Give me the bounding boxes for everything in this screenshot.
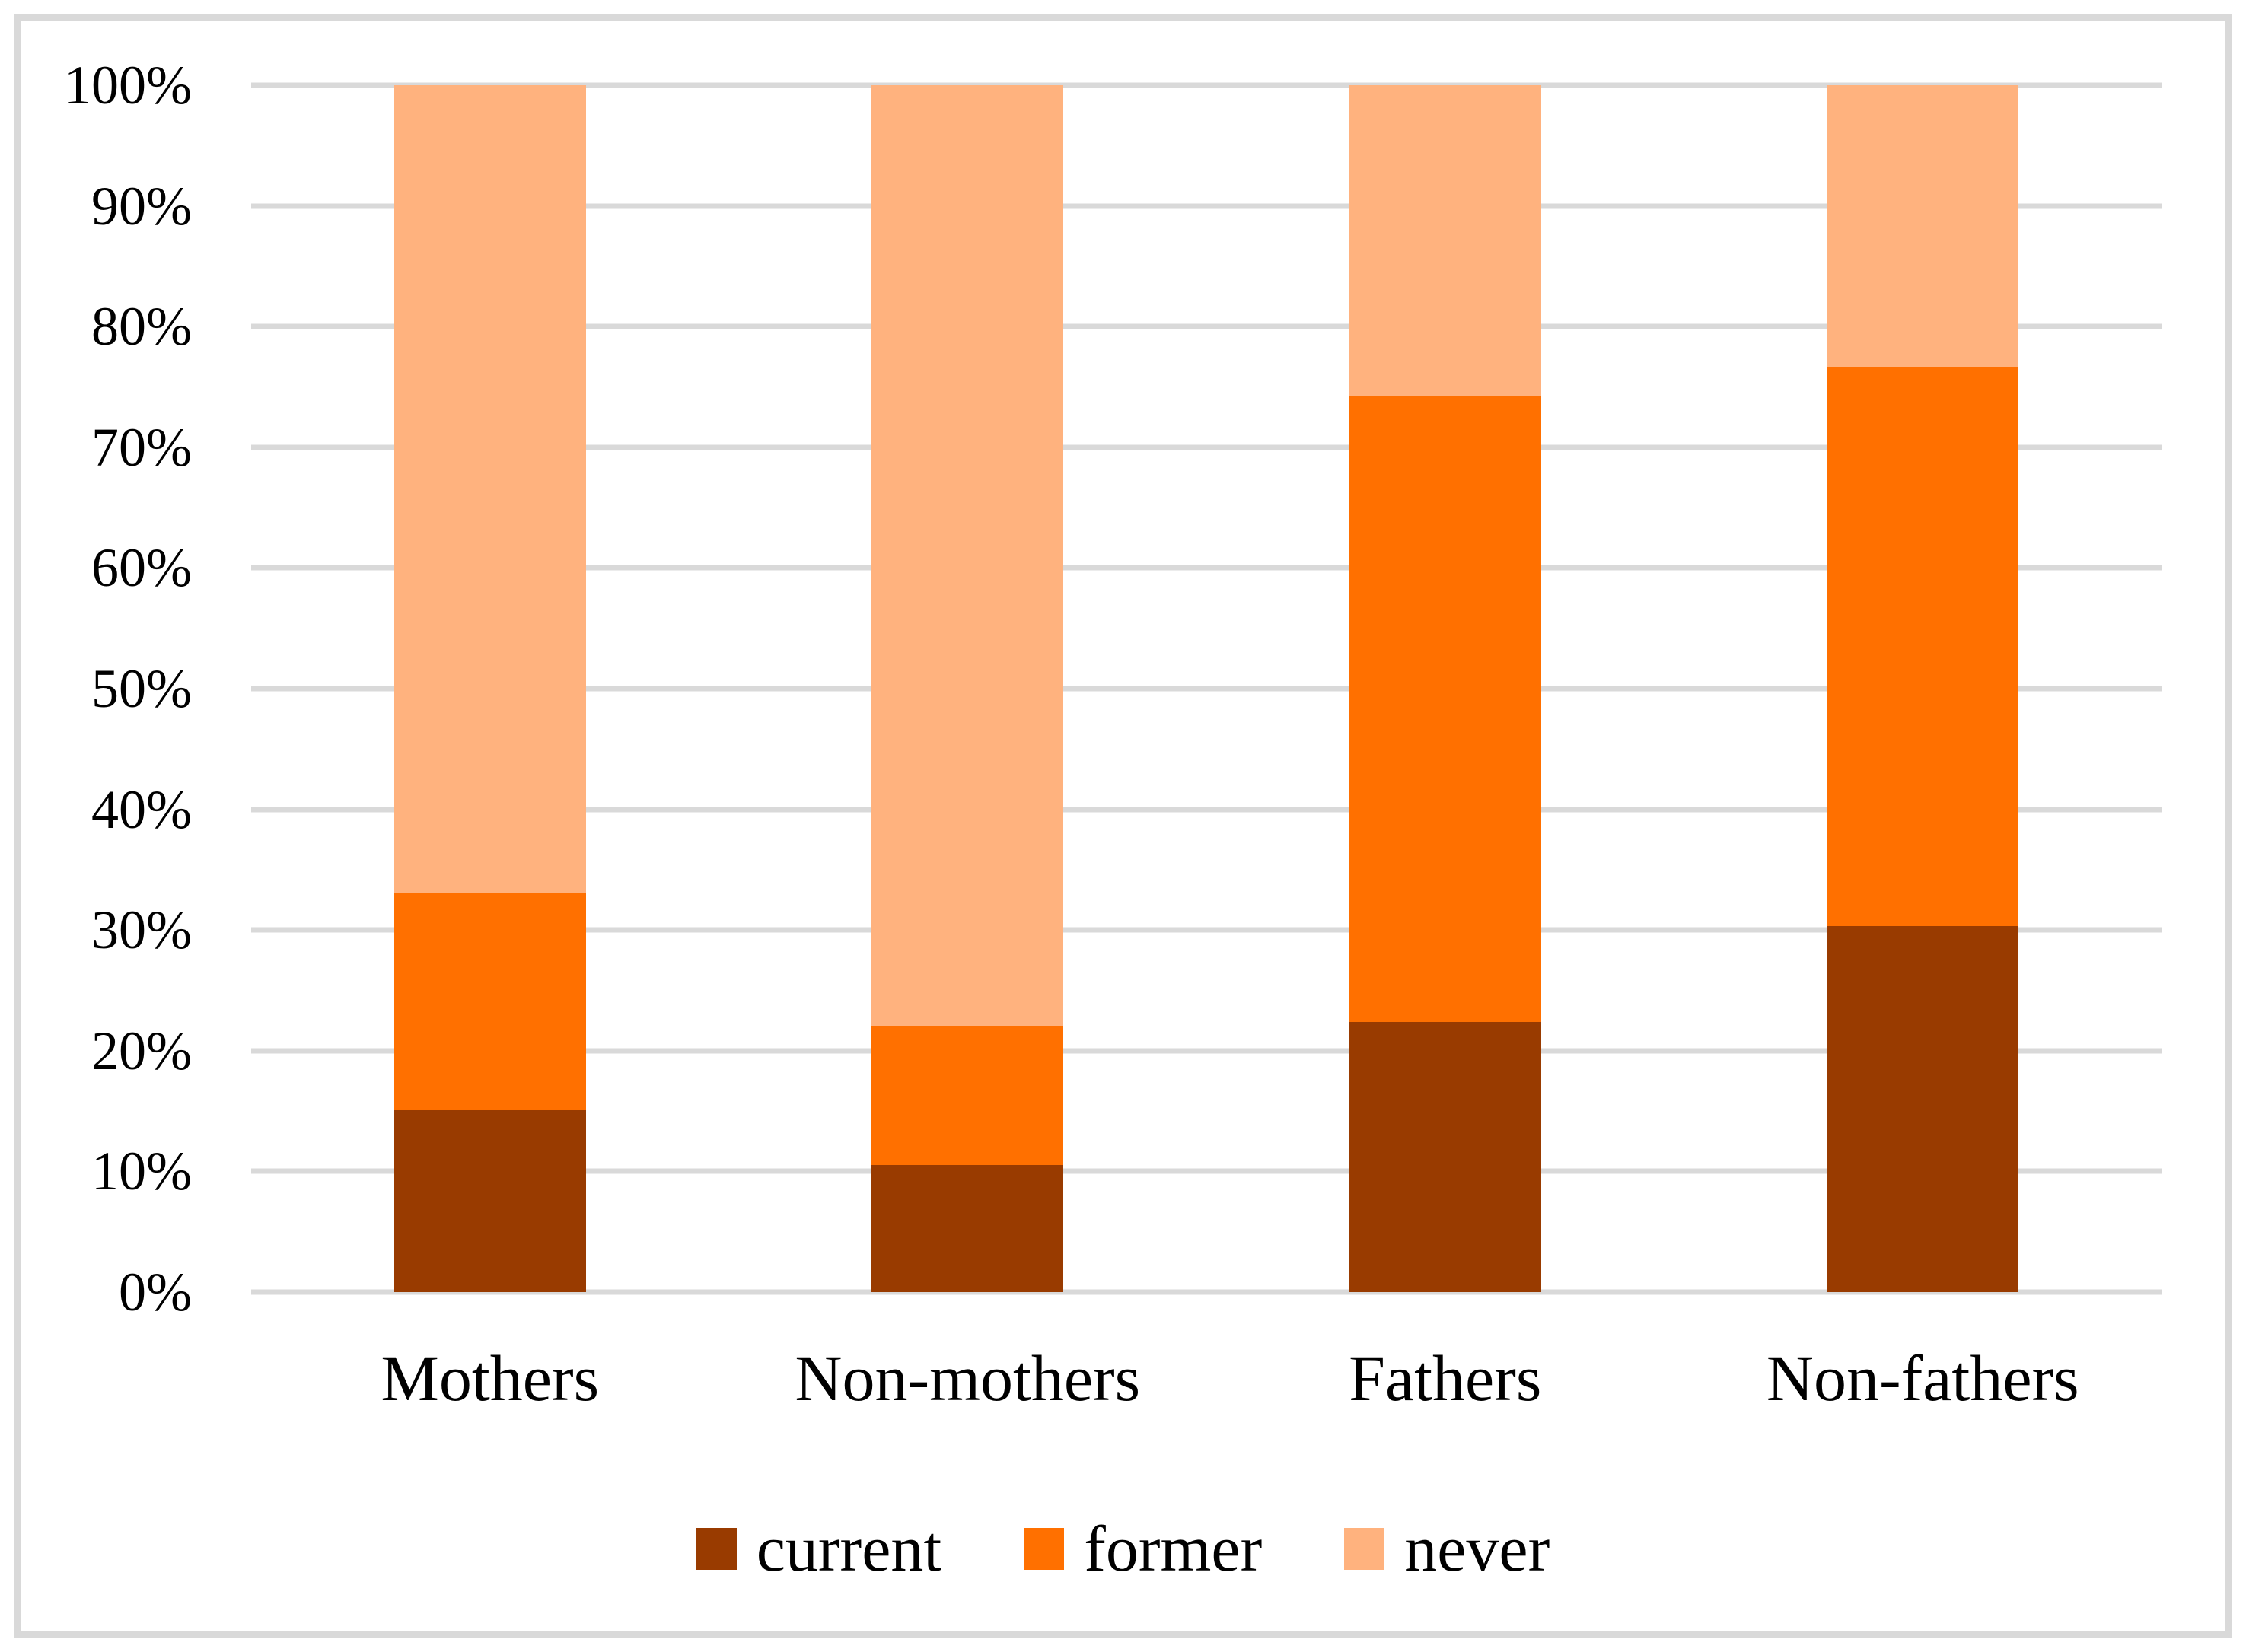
y-gridline-20	[251, 1048, 2162, 1054]
chart-border	[14, 14, 2232, 1638]
y-tick-label-80: 80%	[91, 296, 192, 358]
y-gridline-70	[251, 444, 2162, 450]
x-axis: Mothers Non-mothers Fathers Non-fathers	[251, 1345, 2162, 1437]
y-axis: 0% 10% 20% 30% 40% 50% 60% 70% 80% 90% 100%	[0, 58, 192, 1319]
legend-item-former: former	[1024, 1516, 1262, 1581]
y-gridline-0	[251, 1289, 2162, 1295]
bar-non-fathers-segment-never	[1827, 85, 2019, 367]
y-gridline-80	[251, 323, 2162, 329]
y-tick-label-0: 0%	[119, 1262, 192, 1323]
bar-non-fathers-segment-current	[1827, 926, 2019, 1292]
legend-label-former: former	[1084, 1512, 1263, 1585]
bar-mothers-segment-former	[393, 893, 586, 1110]
y-tick-label-50: 50%	[91, 658, 192, 719]
bar-fathers-segment-current	[1349, 1021, 1541, 1292]
y-tick-label-100: 100%	[64, 55, 192, 116]
y-gridline-10	[251, 1168, 2162, 1174]
bar-non-mothers-segment-never	[871, 85, 1064, 1026]
y-tick-label-40: 40%	[91, 778, 192, 840]
legend-swatch-never	[1344, 1527, 1385, 1570]
bar-mothers-segment-current	[393, 1109, 586, 1292]
y-gridline-100	[251, 82, 2162, 88]
bar-non-mothers-segment-former	[871, 1025, 1064, 1166]
y-tick-label-70: 70%	[91, 416, 192, 478]
y-tick-label-20: 20%	[91, 1020, 192, 1081]
category-label-fathers: Fathers	[1349, 1342, 1542, 1415]
y-tick-label-30: 30%	[91, 899, 192, 961]
bar-fathers-segment-former	[1349, 396, 1541, 1022]
plot-area	[251, 82, 2162, 1295]
y-tick-label-60: 60%	[91, 537, 192, 599]
y-gridline-90	[251, 203, 2162, 209]
legend-item-never: never	[1344, 1516, 1550, 1581]
bar-mothers-segment-never	[393, 85, 586, 893]
category-label-mothers: Mothers	[381, 1342, 600, 1415]
category-label-non-mothers: Non-mothers	[795, 1342, 1141, 1415]
y-gridline-30	[251, 927, 2162, 933]
legend-swatch-current	[696, 1527, 737, 1570]
bar-non-fathers-segment-former	[1827, 366, 2019, 927]
legend-label-never: never	[1404, 1512, 1550, 1585]
y-gridline-60	[251, 565, 2162, 571]
category-label-non-fathers: Non-fathers	[1766, 1342, 2079, 1415]
legend-item-current: current	[696, 1512, 942, 1585]
y-tick-label-10: 10%	[91, 1141, 192, 1202]
y-gridline-40	[251, 807, 2162, 813]
legend-swatch-former	[1024, 1527, 1065, 1570]
bar-non-mothers-segment-current	[871, 1165, 1064, 1292]
legend: current former never	[0, 1516, 2246, 1581]
y-tick-label-90: 90%	[91, 175, 192, 237]
y-gridline-50	[251, 686, 2162, 692]
legend-label-current: current	[756, 1512, 942, 1585]
bar-fathers-segment-never	[1349, 85, 1541, 397]
